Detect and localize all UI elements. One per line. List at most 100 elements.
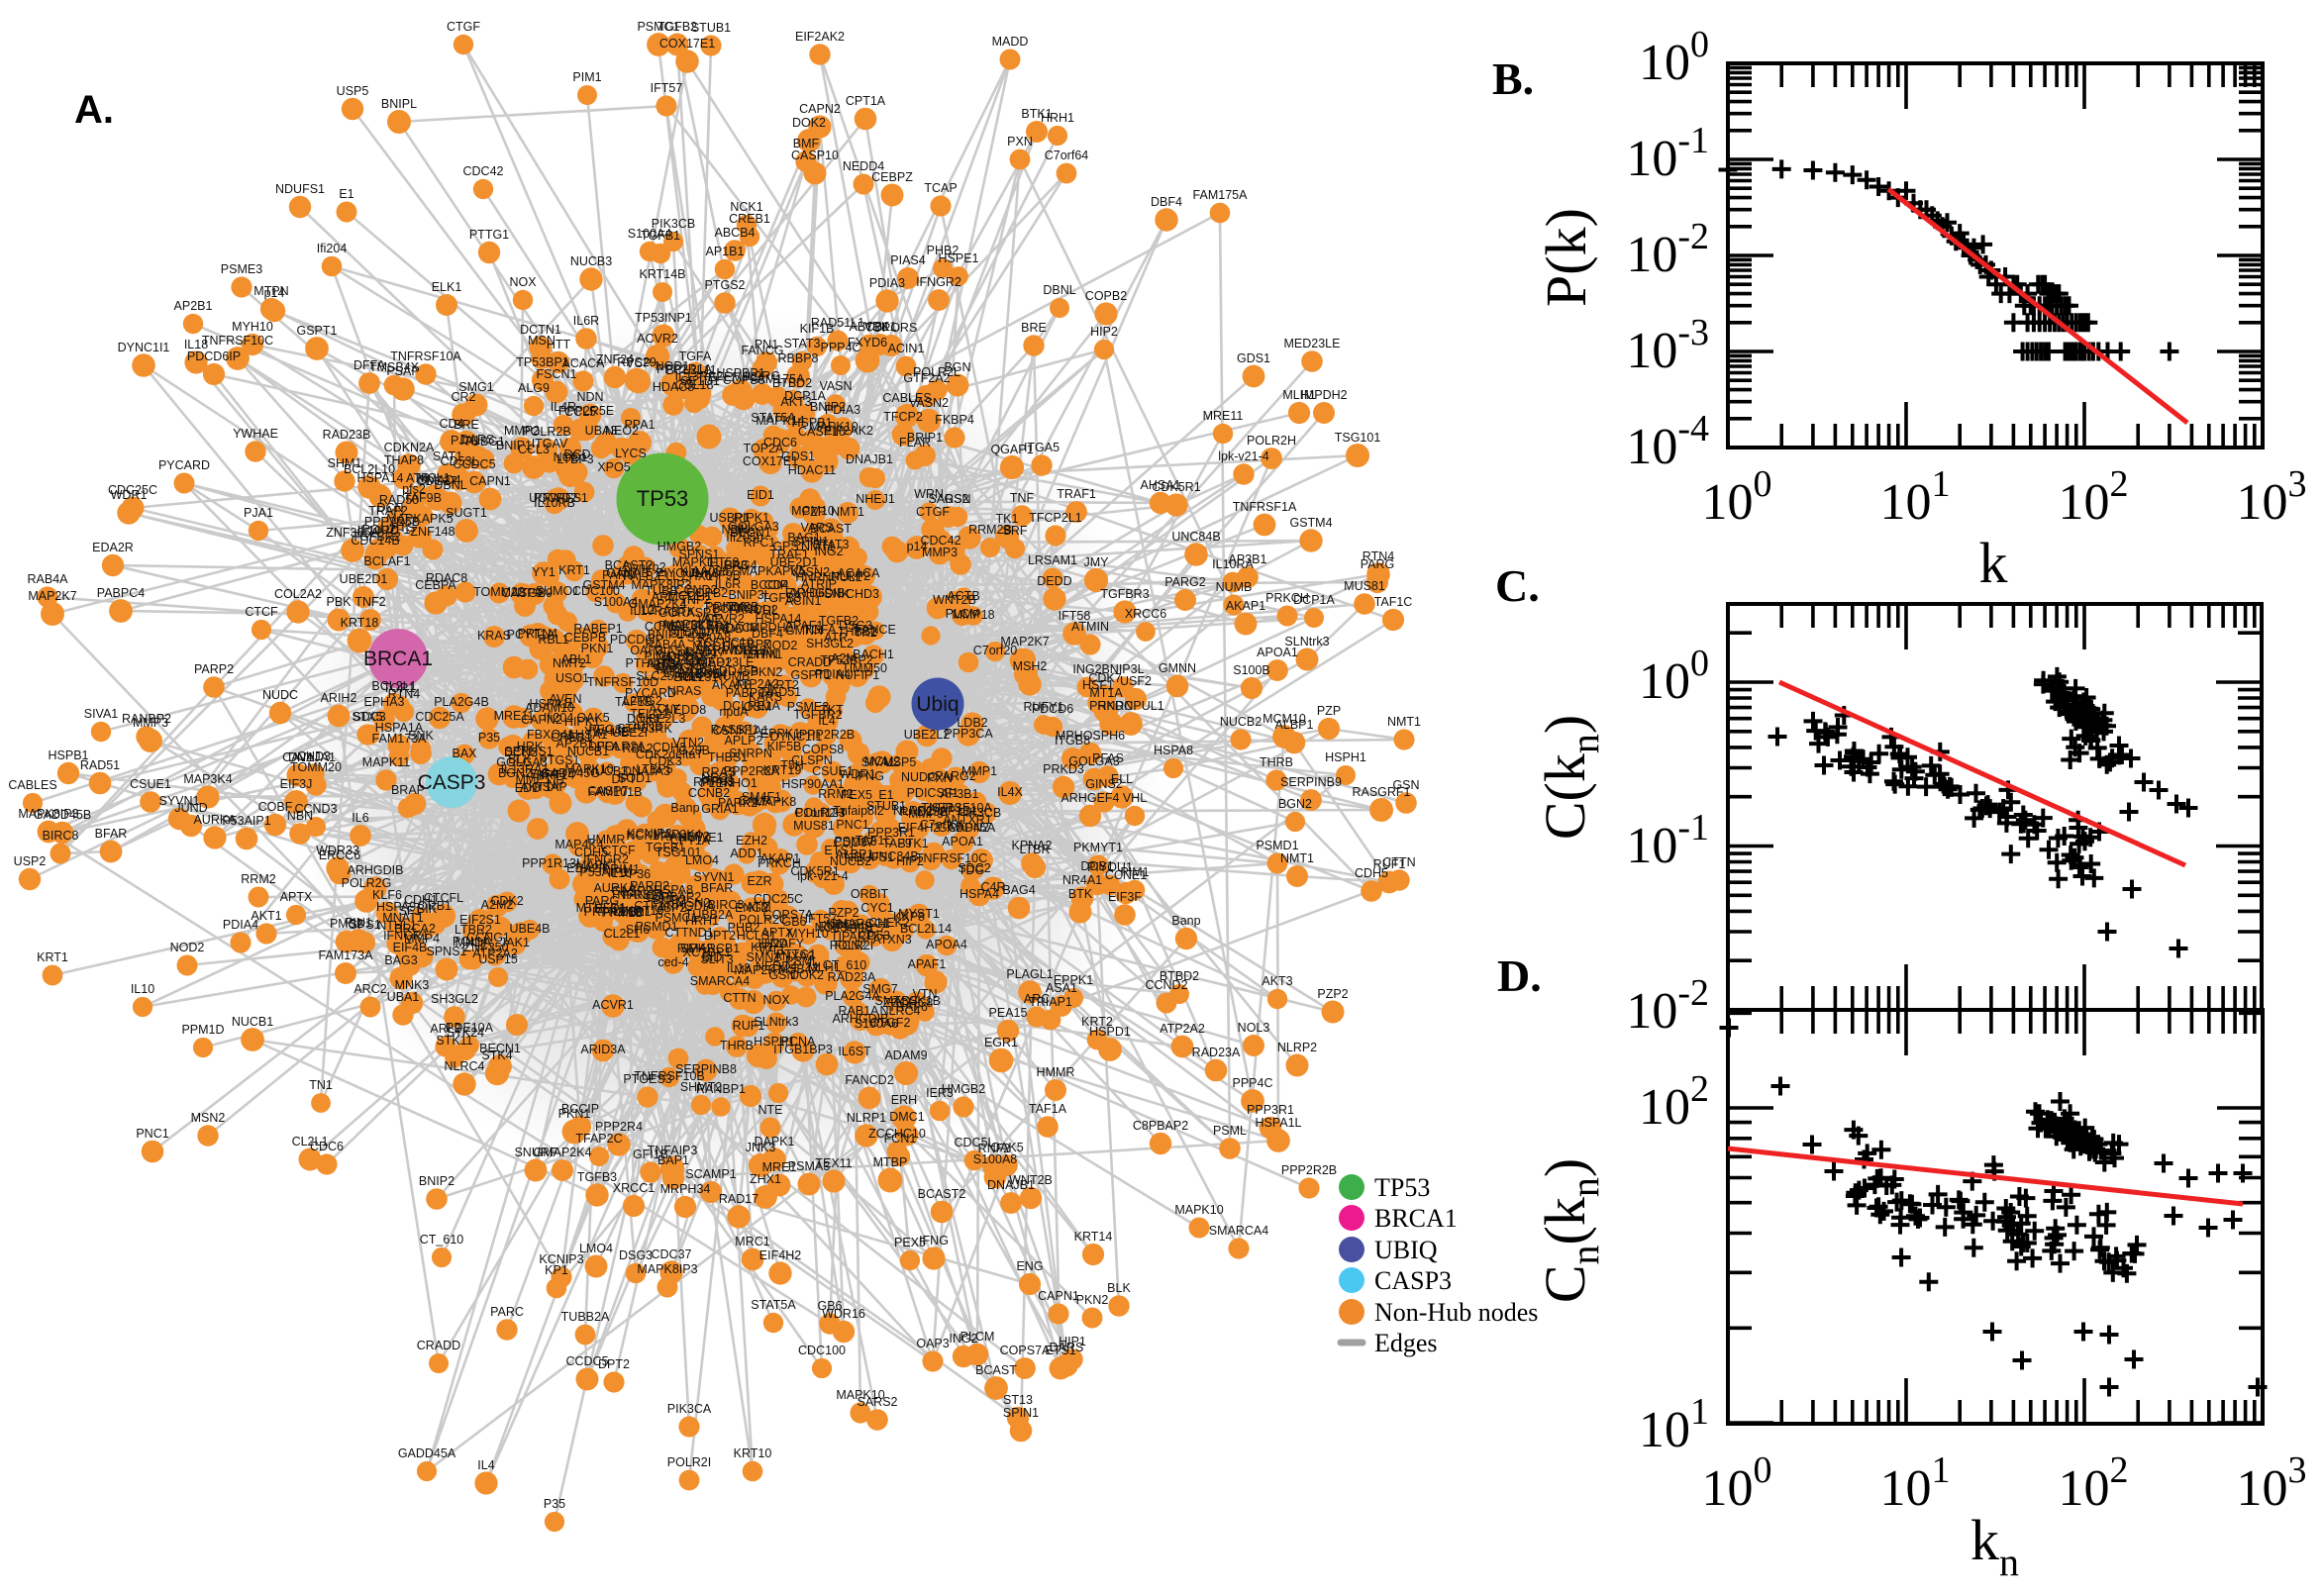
svg-text:UBA1: UBA1 (387, 990, 420, 1004)
svg-text:BCCIP: BCCIP (561, 1102, 599, 1116)
svg-text:MMP3: MMP3 (922, 546, 958, 559)
svg-text:NLRP2: NLRP2 (831, 569, 870, 583)
svg-text:POLR2I: POLR2I (667, 1455, 711, 1469)
svg-text:HSF1: HSF1 (1082, 678, 1114, 692)
svg-text:UBE4B: UBE4B (510, 922, 551, 936)
svg-text:BFAR: BFAR (95, 827, 128, 841)
svg-text:ASA1: ASA1 (1046, 981, 1077, 995)
svg-text:PTTG1: PTTG1 (469, 228, 509, 242)
svg-text:P35: P35 (544, 1497, 565, 1511)
svg-text:CTGF: CTGF (447, 20, 480, 34)
svg-text:STAT3: STAT3 (783, 337, 820, 350)
svg-text:CABLES: CABLES (8, 778, 56, 792)
svg-text:GMAP2K4: GMAP2K4 (533, 1146, 591, 1159)
svg-text:IFT58: IFT58 (1059, 609, 1091, 623)
svg-text:GDS1: GDS1 (1237, 351, 1270, 365)
svg-text:KIAA0087: KIAA0087 (680, 564, 736, 578)
svg-text:HIPK1: HIPK1 (564, 715, 600, 729)
svg-text:EZH2: EZH2 (736, 834, 767, 848)
svg-text:PLA2G4B: PLA2G4B (434, 695, 489, 709)
svg-text:HIP2: HIP2 (1090, 325, 1118, 339)
svg-text:ARID3A: ARID3A (580, 1043, 626, 1056)
svg-text:TFCP2: TFCP2 (883, 410, 923, 424)
svg-text:NDUFS1: NDUFS1 (275, 182, 325, 196)
svg-text:EDA2R: EDA2R (92, 541, 134, 554)
svg-text:FKBP4: FKBP4 (935, 413, 974, 427)
svg-text:MAP3K4: MAP3K4 (183, 772, 232, 786)
svg-text:TGFBR3: TGFBR3 (1100, 587, 1149, 601)
svg-text:PIAS4: PIAS4 (890, 253, 925, 267)
svg-text:POLR2L: POLR2L (913, 365, 960, 379)
svg-text:TFAP2C: TFAP2C (575, 1132, 622, 1146)
svg-text:PPA1: PPA1 (624, 418, 655, 432)
svg-text:CD53L: CD53L (441, 454, 479, 468)
svg-text:DARS: DARS (1050, 1341, 1084, 1354)
svg-text:DBNL: DBNL (1043, 283, 1075, 297)
svg-text:RABEP1: RABEP1 (573, 622, 622, 636)
svg-text:RUFY1: RUFY1 (1024, 700, 1064, 714)
svg-text:MAP3K5: MAP3K5 (663, 618, 712, 632)
svg-text:EIF4B: EIF4B (393, 941, 428, 954)
svg-text:JMY: JMY (1084, 555, 1110, 569)
svg-text:PPP4C: PPP4C (1233, 1076, 1273, 1090)
svg-text:MED23LE: MED23LE (1284, 337, 1341, 350)
svg-text:NUCB2: NUCB2 (1220, 715, 1262, 729)
svg-text:RAD17: RAD17 (719, 1192, 758, 1206)
svg-text:MCM10: MCM10 (1262, 712, 1306, 726)
svg-text:ATR: ATR (406, 471, 430, 485)
svg-text:CTTND1: CTTND1 (664, 926, 713, 940)
svg-text:ARIH2: ARIH2 (321, 691, 357, 705)
svg-text:HDAC11: HDAC11 (788, 463, 836, 477)
svg-text:ACVR2: ACVR2 (637, 332, 678, 346)
svg-text:SDC2: SDC2 (958, 861, 990, 875)
svg-text:BNIP3L: BNIP3L (1101, 662, 1144, 676)
svg-text:A.: A. (74, 88, 114, 132)
svg-text:EGR1: EGR1 (984, 1036, 1018, 1049)
svg-text:MMP3: MMP3 (133, 716, 168, 730)
svg-text:SHMT2: SHMT2 (680, 1080, 722, 1094)
svg-text:APAF1: APAF1 (908, 957, 947, 971)
svg-text:LMO4: LMO4 (579, 1242, 613, 1255)
svg-text:RAD23B: RAD23B (323, 428, 371, 442)
svg-text:EIF3J: EIF3J (280, 777, 313, 791)
svg-text:HDAC8: HDAC8 (653, 380, 694, 394)
svg-text:BAG3: BAG3 (384, 953, 417, 967)
svg-text:ILK: ILK (738, 522, 757, 536)
svg-text:APOA1: APOA1 (942, 835, 983, 848)
svg-text:SNK: SNK (408, 729, 434, 743)
svg-text:RFWD2: RFWD2 (534, 491, 577, 505)
svg-text:ADAM9: ADAM9 (884, 1048, 927, 1062)
svg-text:C(kn): C(kn) (1533, 715, 1607, 840)
svg-text:UBIQ: UBIQ (1374, 1236, 1438, 1264)
svg-text:COX17E1: COX17E1 (659, 37, 715, 50)
svg-text:IL10: IL10 (131, 982, 154, 996)
svg-text:LDB2: LDB2 (957, 716, 987, 730)
svg-text:BECN1: BECN1 (479, 1042, 521, 1055)
svg-text:MSN2: MSN2 (191, 1111, 226, 1125)
svg-text:NRAS: NRAS (667, 684, 702, 698)
svg-text:BAP1: BAP1 (657, 1153, 689, 1167)
svg-text:CDC25C: CDC25C (108, 483, 157, 497)
svg-text:PSAP: PSAP (386, 364, 419, 378)
svg-text:YWHAE: YWHAE (233, 427, 278, 441)
svg-text:BCLAF1: BCLAF1 (363, 554, 410, 568)
svg-text:EIF3F: EIF3F (1108, 890, 1142, 904)
svg-text:MYH10: MYH10 (232, 320, 273, 334)
svg-text:MMP9: MMP9 (908, 807, 944, 821)
svg-text:PKN2: PKN2 (1076, 1293, 1109, 1307)
svg-text:D.: D. (1497, 950, 1542, 1001)
svg-text:KRT1: KRT1 (37, 950, 68, 964)
svg-text:RPPH1: RPPH1 (693, 775, 735, 789)
svg-text:PSMC3: PSMC3 (834, 835, 876, 848)
svg-text:CASP10: CASP10 (791, 149, 839, 162)
svg-text:ING2: ING2 (949, 1332, 977, 1346)
svg-text:CCND2: CCND2 (1145, 978, 1187, 992)
svg-text:VHL: VHL (1123, 791, 1147, 805)
svg-text:PIM1: PIM1 (572, 70, 601, 84)
svg-text:LRSAM1: LRSAM1 (1028, 553, 1077, 567)
svg-text:FAM175A: FAM175A (1193, 188, 1249, 202)
svg-text:MMP2: MMP2 (504, 424, 540, 438)
svg-text:CAPN2: CAPN2 (799, 102, 841, 116)
svg-text:CAPN1: CAPN1 (1038, 1289, 1079, 1303)
svg-text:P35: P35 (478, 731, 500, 745)
